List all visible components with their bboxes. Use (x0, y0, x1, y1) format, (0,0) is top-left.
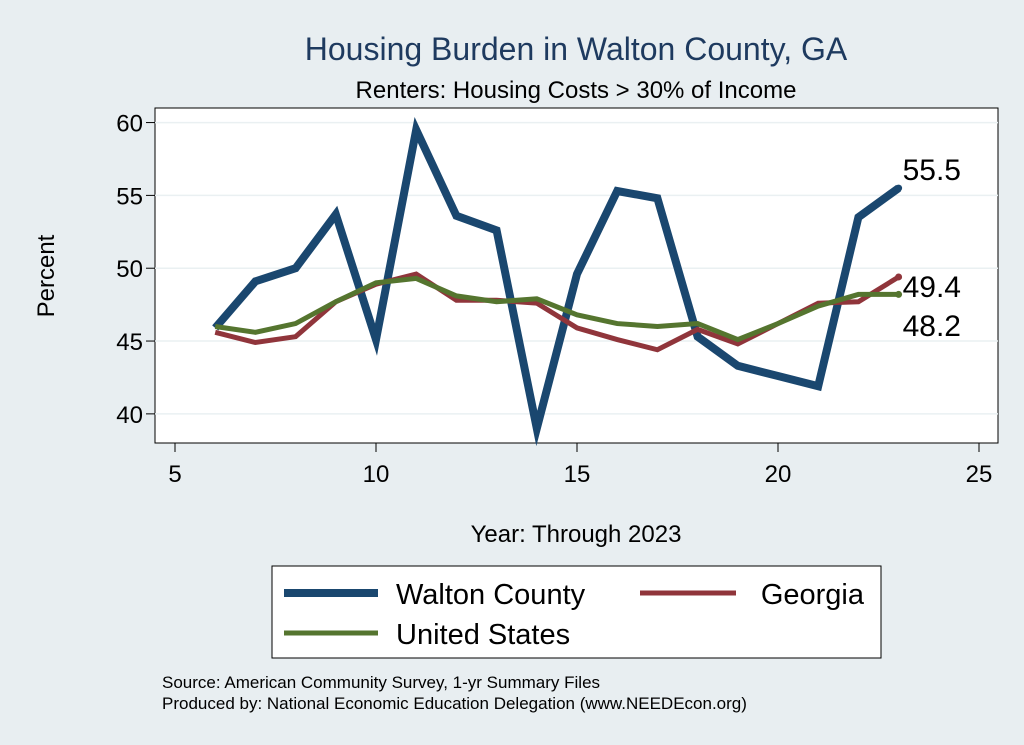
y-tick-label: 50 (116, 256, 143, 283)
end-label-georgia: 49.4 (903, 271, 961, 304)
end-marker-united-states (895, 290, 903, 298)
legend (271, 565, 882, 659)
y-tick-label: 60 (116, 111, 143, 138)
end-marker-georgia (895, 273, 903, 281)
x-axis-label: Year: Through 2023 (471, 521, 682, 548)
axes: 40 45 50 55 60 5 10 15 20 25 (116, 111, 992, 488)
x-tick-label: 15 (564, 461, 591, 488)
end-marker-walton-county (895, 184, 903, 192)
end-label-united-states: 48.2 (903, 310, 961, 343)
y-axis-label: Percent (33, 234, 60, 317)
y-tick-label: 40 (116, 402, 143, 429)
series-layer (212, 116, 903, 447)
chart-subtitle: Renters: Housing Costs > 30% of Income (356, 77, 797, 104)
x-tick-label: 20 (765, 461, 792, 488)
series-line-walton-county (212, 116, 901, 447)
x-tick-label: 10 (363, 461, 390, 488)
chart-title: Housing Burden in Walton County, GA (305, 31, 848, 67)
end-labels: 55.5 49.4 48.2 (903, 154, 961, 343)
x-tick-label: 25 (966, 461, 993, 488)
source-note: Source: American Community Survey, 1-yr … (162, 673, 600, 692)
end-label-walton-county: 55.5 (903, 154, 961, 187)
y-tick-label: 45 (116, 329, 143, 356)
y-tick-label: 55 (116, 183, 143, 210)
legend-label-georgia: Georgia (761, 579, 865, 611)
x-tick-label: 5 (168, 461, 181, 488)
series-line-united-states (214, 275, 899, 343)
legend-label-united-states: United States (396, 619, 570, 651)
producer-note: Produced by: National Economic Education… (162, 694, 747, 713)
legend-label-walton-county: Walton County (396, 579, 586, 611)
